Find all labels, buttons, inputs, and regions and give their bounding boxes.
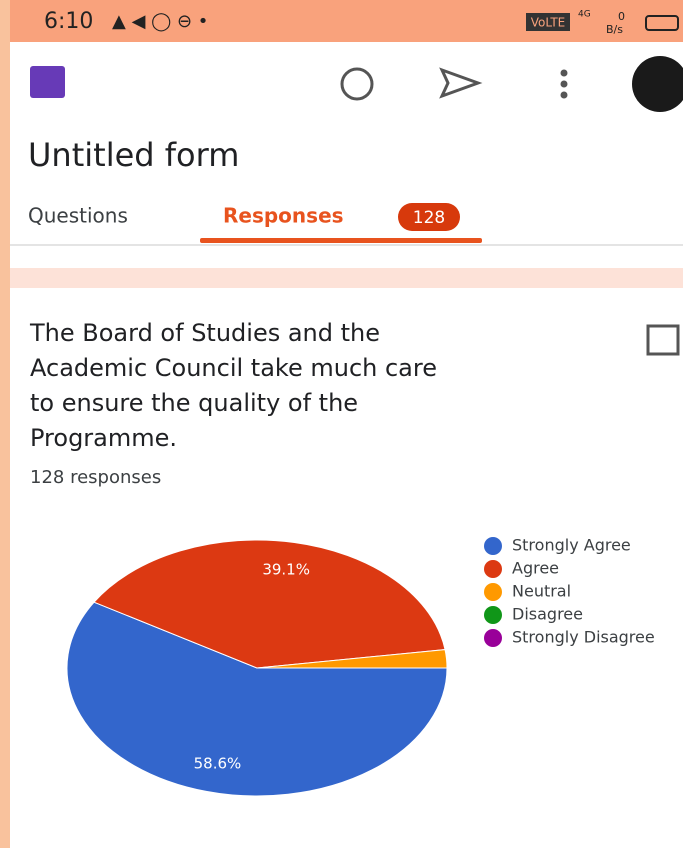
legend-swatch: [484, 560, 502, 578]
battery: [645, 15, 679, 31]
status-speed-unit: B/s: [606, 23, 623, 36]
form-title: Untitled form: [28, 136, 239, 174]
status-generation: 4G: [578, 10, 591, 20]
slice-label: 39.1%: [262, 561, 310, 579]
legend-label: Agree: [512, 559, 559, 578]
status-network: VoLTE: [531, 16, 566, 30]
forms-icon[interactable]: [30, 66, 65, 98]
legend-label: Strongly Agree: [512, 536, 631, 555]
pie-slice: [93, 539, 446, 669]
badge: [398, 203, 460, 231]
status-icons: ▲ ◀ ◯ ⊖ •: [112, 11, 208, 32]
band: [10, 268, 683, 288]
slice-label: 58.6%: [194, 755, 242, 773]
avatar[interactable]: [632, 56, 683, 112]
copy-icon[interactable]: [646, 324, 680, 356]
badge-count: 128: [413, 208, 445, 228]
question: The Board of Studies and the Academic Cou…: [29, 319, 437, 452]
legend-label: Strongly Disagree: [512, 628, 655, 647]
response-count: 128 responses: [30, 467, 161, 488]
question-line: Programme.: [30, 424, 177, 452]
send-icon[interactable]: [439, 67, 483, 99]
tab-responses[interactable]: Responses: [223, 204, 344, 228]
tab-questions[interactable]: Questions: [28, 204, 128, 228]
legend-swatch: [484, 537, 502, 555]
status-time: 6:10: [44, 9, 93, 34]
pie-slice: [256, 649, 448, 669]
question-line: The Board of Studies and the: [29, 319, 380, 347]
pie-slice: [66, 601, 448, 797]
tab-indicator: [200, 238, 482, 243]
legend-label: Neutral: [512, 582, 571, 601]
pie-chart: 58.6% 39.1% Strongly Agree Agree Neutral Disa…: [66, 536, 655, 797]
status-speed: 0: [618, 10, 625, 23]
palette-icon[interactable]: [340, 67, 374, 101]
legend-label: Disagree: [512, 605, 583, 624]
header-shadow: [10, 244, 683, 246]
legend-swatch: [484, 629, 502, 647]
status-bar: [10, 0, 683, 42]
volte-box: [526, 13, 570, 31]
more-icon[interactable]: [560, 69, 568, 99]
legend-swatch: [484, 583, 502, 601]
question-line: to ensure the quality of the: [30, 389, 358, 417]
legend-swatch: [484, 606, 502, 624]
question-line: Academic Council take much care: [30, 354, 437, 382]
